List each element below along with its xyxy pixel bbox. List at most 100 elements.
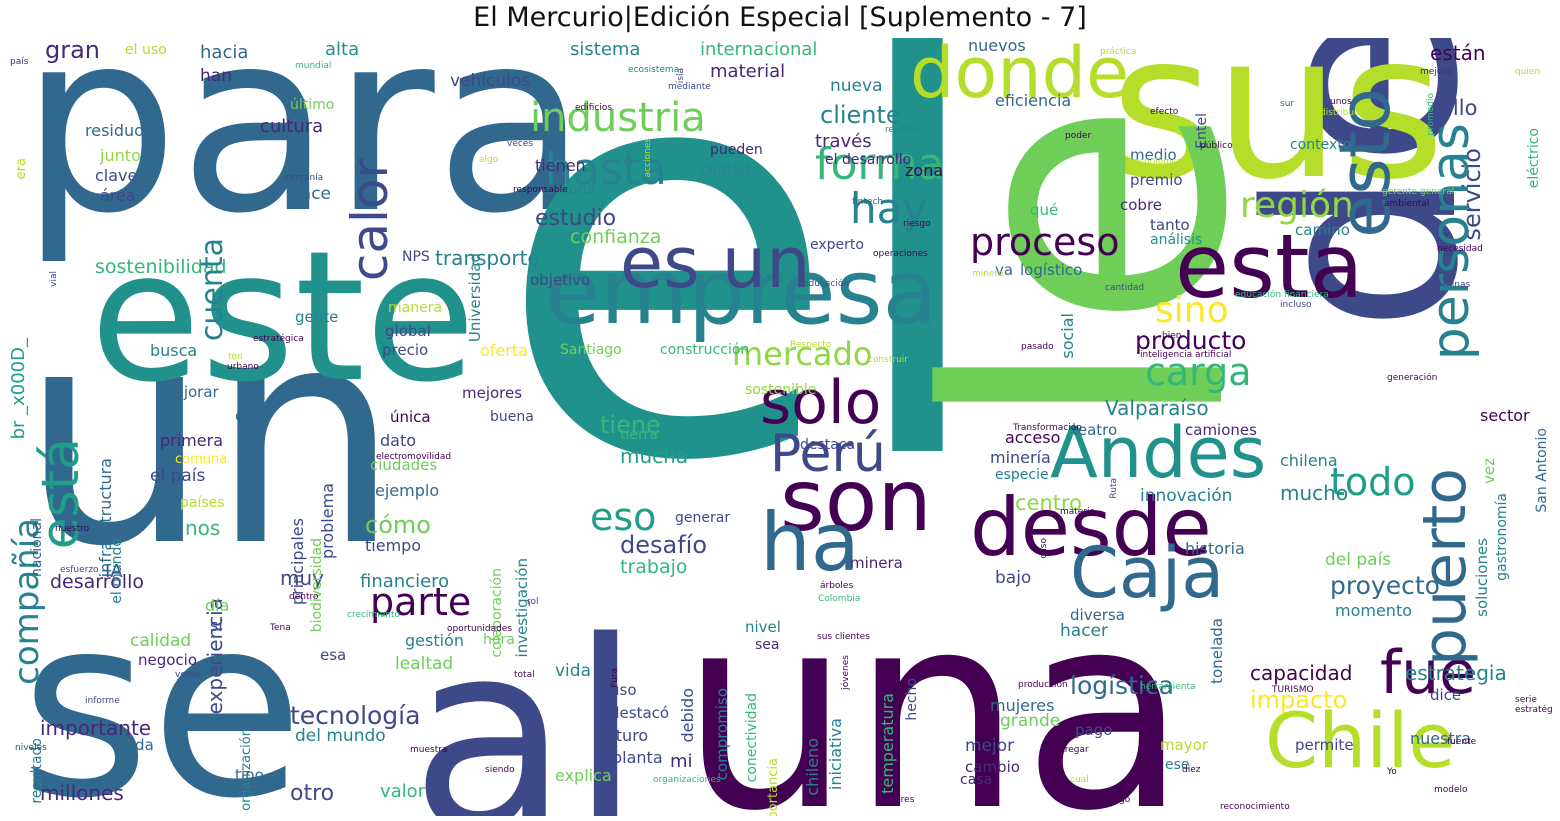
word-oferta: oferta <box>480 341 528 360</box>
word-chileno: chileno <box>803 738 822 796</box>
word-tiene: tiene <box>600 411 661 439</box>
word-medio: medio <box>1130 146 1177 164</box>
word-destaca: destaca <box>800 437 856 453</box>
word-desarrollo: desarrollo <box>50 571 144 593</box>
word-otra: otra <box>235 406 268 425</box>
word-premio: premio <box>1130 171 1183 189</box>
word-problema: problema <box>318 483 337 560</box>
word-proyecto: proyecto <box>1330 571 1440 600</box>
word-sector: sector <box>1480 406 1530 425</box>
word-publico: público <box>1200 141 1233 151</box>
word-industria: industria <box>530 95 706 141</box>
word-el-uso: el uso <box>125 42 167 58</box>
word-realidad: realidad <box>885 125 922 135</box>
word-eso: eso <box>590 495 657 539</box>
word-al: al <box>410 587 642 816</box>
word-ambiental: ambiental <box>1384 199 1430 209</box>
word-andes: Andes <box>1050 412 1267 494</box>
word-manera: manera <box>388 300 443 316</box>
word-confianza: confianza <box>570 226 662 248</box>
word-cliente: cliente <box>820 101 901 129</box>
word-nps: NPS <box>402 249 430 265</box>
word-clave: clave <box>95 166 138 185</box>
word-yo: Yo <box>1387 767 1397 777</box>
word-impacto: impacto <box>1250 686 1348 714</box>
word-nueva: nueva <box>830 76 883 96</box>
word-escoria: escoria <box>545 182 596 198</box>
word-mediante: mediante <box>668 82 711 92</box>
word-precio: precio <box>382 341 429 359</box>
word-trabajo: trabajo <box>620 556 688 578</box>
word-total: total <box>514 670 535 680</box>
word-puerto: puerto <box>1410 468 1480 666</box>
word-rol: rol <box>527 597 539 607</box>
word-objetivo: objetivo <box>530 271 591 289</box>
word-distribucion: distribución <box>1320 108 1373 118</box>
word-explica: explica <box>555 766 612 785</box>
word-si: si <box>210 616 223 635</box>
word-mejor: mejor <box>965 736 1015 756</box>
word-cambio: cambio <box>965 758 1020 776</box>
word-hecho: hecho <box>904 678 920 721</box>
word-dato: dato <box>380 431 417 450</box>
word-lealtad: lealtad <box>395 654 454 674</box>
word-todo: todo <box>1330 460 1416 504</box>
word-vehiculos: vehículos <box>450 71 531 91</box>
word-generacion: generación <box>1387 373 1438 383</box>
word-ton: ton <box>228 352 243 362</box>
word-poder: poder <box>1065 131 1092 141</box>
word-hace: hace <box>290 184 331 204</box>
word-modelo: modelo <box>1434 785 1468 795</box>
word-muy: muy <box>280 566 324 590</box>
word-minero: minero <box>972 269 1004 279</box>
word-br-x000d: br _x000D_ <box>10 338 29 440</box>
word-jovenes: jóvenes <box>841 655 851 690</box>
word-traves: través <box>815 131 872 152</box>
word-cultura: cultura <box>260 116 324 137</box>
word-mercado: mercado <box>732 335 873 373</box>
word-tierra: tierra <box>620 427 658 443</box>
word-uso: uso <box>610 681 637 699</box>
word-historia: historia <box>1185 539 1245 558</box>
word-mejores: mejores <box>462 384 523 402</box>
word-este: este <box>90 213 476 422</box>
word-colaboracion: colaboración <box>489 568 505 658</box>
word-millones: millones <box>40 781 124 805</box>
word-unica: única <box>390 408 431 426</box>
word-tienen: tienen <box>535 156 586 175</box>
word-edificios: edificios <box>575 103 613 113</box>
word-embargo: embargo <box>1090 795 1131 805</box>
word-quien: quien <box>1515 67 1541 77</box>
word-unos: unos <box>1330 97 1352 107</box>
word-cual: cual <box>1070 775 1089 785</box>
word-soluciones: soluciones <box>1473 538 1491 617</box>
word-zona: zona <box>905 161 944 180</box>
word-vida: vida <box>555 661 591 681</box>
word-necesidad: necesidad <box>1437 244 1483 254</box>
word-futuro: futuro <box>600 726 649 745</box>
word-nuevos: nuevos <box>968 38 1026 55</box>
word-nivel: nivel <box>745 618 781 636</box>
word-san-antonio: San Antonio <box>1534 428 1550 513</box>
word-tecnologica: tecnológica <box>1130 157 1182 167</box>
word-eficiencia: eficiencia <box>995 91 1072 110</box>
word-chilena: chilena <box>1280 451 1338 470</box>
word-parte: parte <box>370 580 472 624</box>
word-paises: países <box>180 495 225 511</box>
word-materia: materia <box>1060 507 1096 517</box>
word-minera: minera <box>850 554 903 572</box>
word-esta: esta <box>1175 215 1364 318</box>
word-ello: ello <box>1440 96 1478 120</box>
word-ia: IA <box>105 561 123 582</box>
word-tonelada: tonelada <box>1208 618 1226 684</box>
word-peru: Perú <box>770 424 886 484</box>
word-tipo: tipo <box>235 766 264 784</box>
word-camino: camino <box>1295 221 1350 239</box>
word-organizaciones: organizaciones <box>653 775 721 785</box>
word-toda: toda <box>120 736 154 754</box>
word-planta: planta <box>612 748 663 767</box>
word-efecto: efecto <box>1150 107 1179 117</box>
word-iniciativa: iniciativa <box>826 718 845 791</box>
word-va: va <box>995 261 1014 279</box>
word-cloud: para el de una se un sus este le al empresa es un es… <box>10 38 1552 816</box>
